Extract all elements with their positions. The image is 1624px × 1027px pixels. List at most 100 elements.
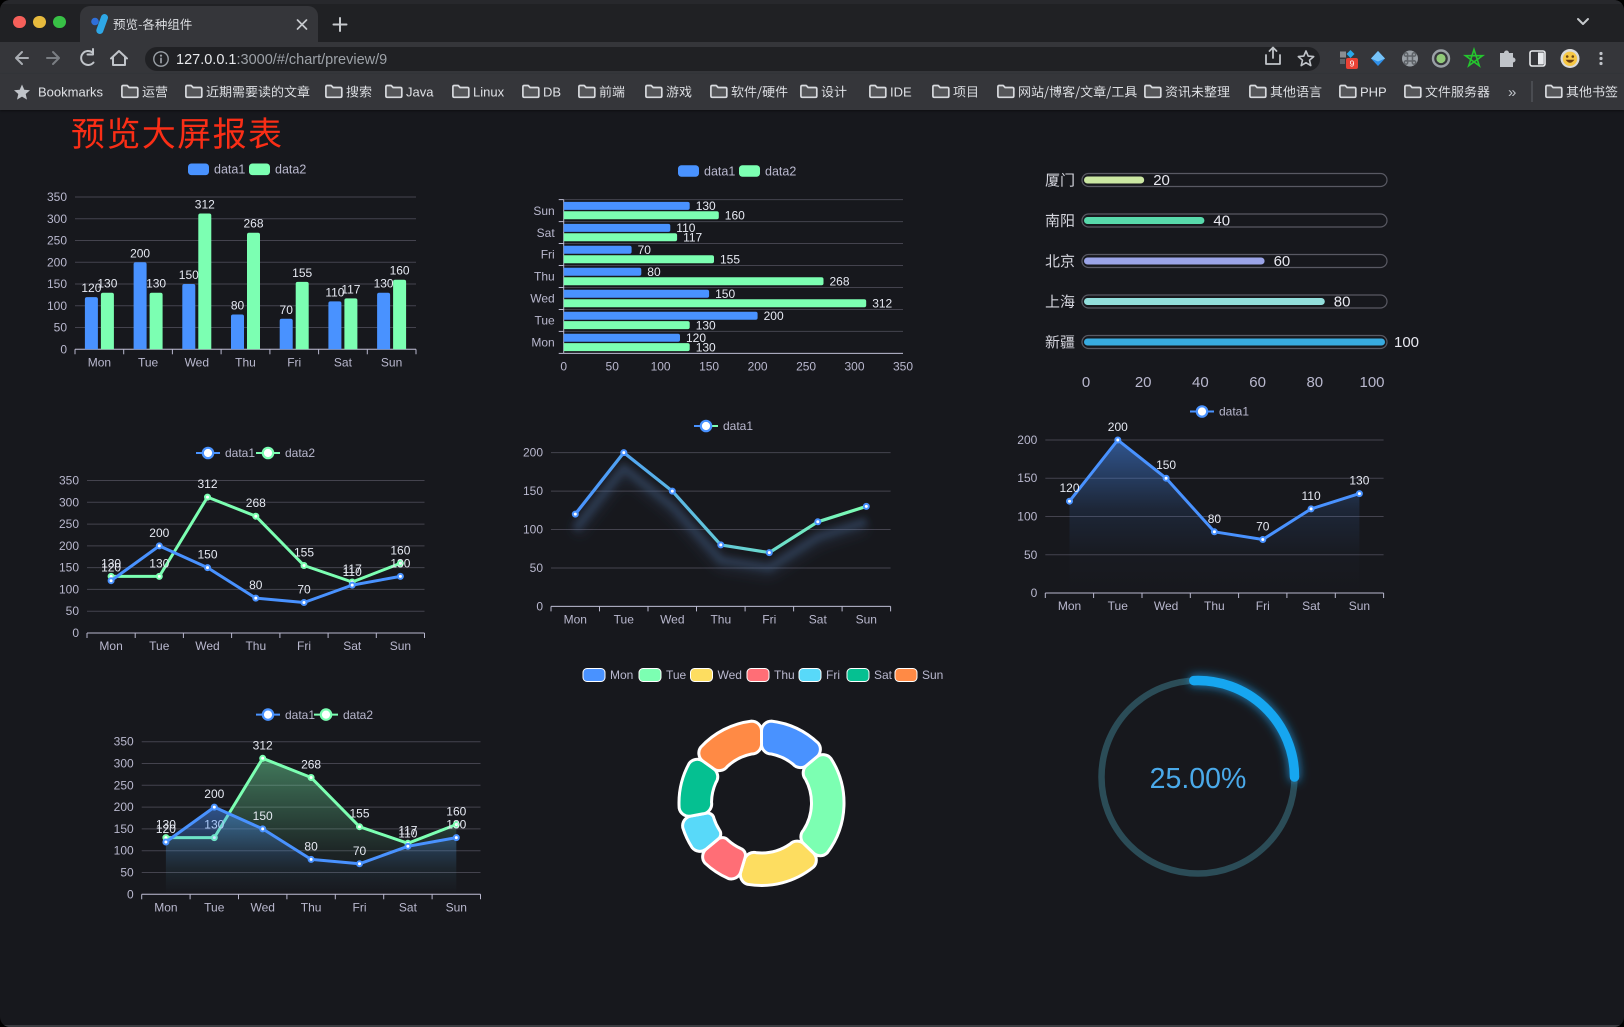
svg-text:Wed: Wed <box>660 612 684 626</box>
svg-text:268: 268 <box>243 217 263 231</box>
svg-text:25.00%: 25.00% <box>1150 763 1247 795</box>
svg-text:268: 268 <box>246 496 266 510</box>
svg-text:120: 120 <box>81 281 101 295</box>
svg-text:Tue: Tue <box>138 355 159 369</box>
svg-text:200: 200 <box>748 359 768 373</box>
svg-text:data1: data1 <box>1219 405 1249 419</box>
svg-text:Sun: Sun <box>533 204 554 218</box>
svg-text:150: 150 <box>47 277 67 291</box>
svg-text:Wed: Wed <box>250 900 274 914</box>
svg-text:117: 117 <box>343 562 362 576</box>
svg-text:Linux: Linux <box>473 85 505 100</box>
svg-text:Sat: Sat <box>334 355 353 369</box>
svg-text:Sat: Sat <box>1302 599 1321 613</box>
svg-text:Thu: Thu <box>245 639 266 653</box>
svg-text:Thu: Thu <box>774 668 795 682</box>
svg-text:50: 50 <box>1024 548 1038 562</box>
svg-text:0: 0 <box>560 359 567 373</box>
svg-text:80: 80 <box>1306 374 1323 391</box>
svg-text:data1: data1 <box>285 708 315 722</box>
svg-text:Mon: Mon <box>531 336 554 350</box>
svg-text:200: 200 <box>1108 420 1128 434</box>
svg-text:160: 160 <box>390 543 410 557</box>
svg-text:117: 117 <box>398 823 417 837</box>
svg-text:0: 0 <box>72 626 79 640</box>
svg-text:312: 312 <box>253 738 273 752</box>
svg-text:117: 117 <box>341 282 360 296</box>
svg-text:Sun: Sun <box>922 668 943 682</box>
svg-text:DB: DB <box>543 85 561 100</box>
svg-text:data2: data2 <box>275 163 306 177</box>
svg-text:IDE: IDE <box>890 85 912 100</box>
svg-text:Wed: Wed <box>185 355 209 369</box>
svg-text:300: 300 <box>114 757 134 771</box>
svg-text:312: 312 <box>872 296 892 310</box>
svg-text:Thu: Thu <box>534 270 555 284</box>
svg-text:150: 150 <box>1156 458 1176 472</box>
svg-text:70: 70 <box>353 844 367 858</box>
svg-text:data2: data2 <box>765 164 796 178</box>
svg-text:130: 130 <box>446 818 466 832</box>
svg-text:130: 130 <box>696 340 716 354</box>
svg-text:PHP: PHP <box>1360 85 1387 100</box>
svg-text:130: 130 <box>696 199 716 213</box>
svg-text:350: 350 <box>893 359 913 373</box>
svg-text:80: 80 <box>304 839 318 853</box>
svg-text:250: 250 <box>47 234 67 248</box>
svg-text:155: 155 <box>349 807 369 821</box>
svg-text:70: 70 <box>280 303 294 317</box>
svg-text:Tue: Tue <box>614 612 635 626</box>
svg-text:Mon: Mon <box>610 668 633 682</box>
svg-text:110: 110 <box>398 826 417 840</box>
svg-text:150: 150 <box>179 268 199 282</box>
svg-text:200: 200 <box>523 446 543 460</box>
svg-text:300: 300 <box>844 359 864 373</box>
svg-text:120: 120 <box>156 822 176 836</box>
svg-text:Sun: Sun <box>390 639 411 653</box>
svg-text:50: 50 <box>530 561 544 575</box>
svg-text:250: 250 <box>114 778 134 792</box>
svg-text:130: 130 <box>156 818 176 832</box>
svg-text:Sun: Sun <box>381 355 402 369</box>
svg-text:150: 150 <box>715 287 735 301</box>
svg-text:60: 60 <box>1249 374 1266 391</box>
svg-text:110: 110 <box>676 221 695 235</box>
svg-text:50: 50 <box>606 359 620 373</box>
svg-text:100: 100 <box>1359 374 1384 391</box>
svg-text:350: 350 <box>59 474 79 488</box>
svg-text:Fri: Fri <box>826 668 840 682</box>
svg-text:130: 130 <box>1349 474 1369 488</box>
svg-text:9: 9 <box>1350 59 1355 69</box>
svg-text:Sat: Sat <box>537 226 556 240</box>
svg-text:110: 110 <box>343 565 362 579</box>
svg-text:data1: data1 <box>214 163 245 177</box>
svg-text:data1: data1 <box>723 419 753 433</box>
svg-text:Mon: Mon <box>99 639 122 653</box>
svg-text:70: 70 <box>1256 520 1270 534</box>
svg-text:200: 200 <box>149 526 169 540</box>
svg-text:80: 80 <box>249 578 263 592</box>
svg-text:Java: Java <box>406 85 434 100</box>
svg-text:Sat: Sat <box>809 612 828 626</box>
svg-text:160: 160 <box>390 264 410 278</box>
svg-text:200: 200 <box>114 800 134 814</box>
svg-text:155: 155 <box>294 546 314 560</box>
svg-text:Thu: Thu <box>235 355 256 369</box>
svg-text:130: 130 <box>146 277 166 291</box>
svg-text:Sat: Sat <box>399 900 418 914</box>
svg-text:Mon: Mon <box>88 355 111 369</box>
svg-text:130: 130 <box>390 556 410 570</box>
svg-text:Fri: Fri <box>297 639 311 653</box>
svg-text:100: 100 <box>523 523 543 537</box>
svg-text:Mon: Mon <box>154 900 177 914</box>
svg-text:50: 50 <box>54 321 68 335</box>
svg-text:Fri: Fri <box>1256 599 1270 613</box>
svg-text:»: » <box>1508 84 1516 101</box>
svg-text:Thu: Thu <box>301 900 322 914</box>
svg-text:70: 70 <box>638 243 652 257</box>
svg-text:Fri: Fri <box>287 355 301 369</box>
svg-text:150: 150 <box>523 484 543 498</box>
svg-text:data2: data2 <box>343 708 373 722</box>
svg-text:Mon: Mon <box>564 612 587 626</box>
svg-text:40: 40 <box>1213 213 1230 230</box>
